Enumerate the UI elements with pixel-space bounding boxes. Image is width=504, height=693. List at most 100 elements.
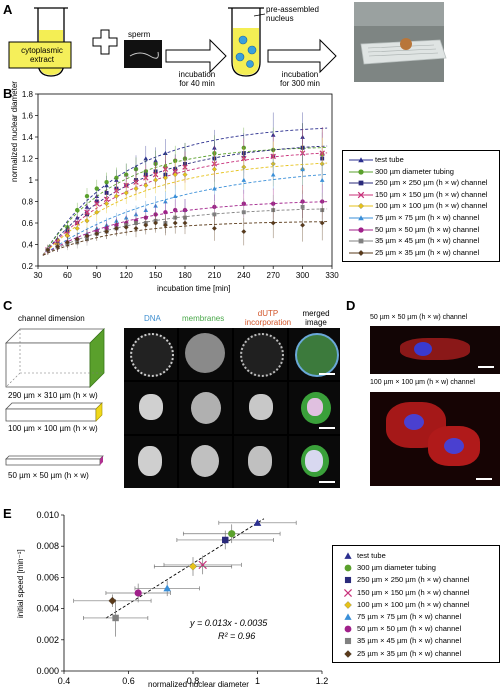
- legend-label: 300 µm diameter tubing: [375, 166, 454, 176]
- legend-marker: [357, 249, 365, 256]
- x-tick-label: 120: [120, 271, 134, 280]
- legend-marker: [358, 180, 364, 186]
- x-tick-label: 330: [325, 271, 339, 280]
- y-tick-label: 0.8: [22, 198, 34, 207]
- data-point: [55, 244, 61, 250]
- row1-dimension-label: 290 µm × 310 µm (h × w): [8, 391, 98, 400]
- data-point: [104, 229, 110, 235]
- x-tick-label: 60: [63, 271, 72, 280]
- data-point: [94, 209, 100, 215]
- point-group-8: [73, 594, 152, 608]
- regression-line: [105, 518, 265, 619]
- point-group-5: [134, 580, 200, 597]
- x-tick-label: 30: [34, 271, 43, 280]
- fit-curve: [42, 173, 328, 256]
- data-point: [133, 225, 139, 231]
- data-point: [94, 231, 100, 237]
- y-tick-label: 0.004: [36, 604, 59, 614]
- y-tick-label: 1.8: [22, 90, 34, 99]
- channel-medium-icon: [5, 402, 103, 422]
- x-tick-label: 240: [237, 271, 251, 280]
- legend-marker: [357, 203, 365, 210]
- panel-label-e: E: [3, 506, 12, 521]
- y-tick-label: 0.6: [22, 219, 34, 228]
- sperm-label: sperm: [128, 30, 151, 39]
- data-point: [319, 220, 325, 226]
- data-point: [153, 220, 159, 226]
- data-point: [143, 222, 149, 228]
- legend-marker: [358, 168, 364, 175]
- data-point: [241, 177, 247, 182]
- x-tick-label: 210: [208, 271, 222, 280]
- panel-e-equation: y = 0.013x - 0.0035: [190, 618, 268, 628]
- device-photo: [354, 2, 447, 82]
- x-tick-label: 150: [149, 271, 163, 280]
- micrograph-merged-small: [289, 436, 340, 488]
- data-point: [123, 224, 129, 230]
- data-point: [182, 172, 188, 178]
- micrograph-dna-large: [124, 328, 177, 380]
- data-point: [172, 172, 178, 178]
- channel-small-icon: [5, 455, 104, 466]
- x-tick-label: 180: [178, 271, 192, 280]
- x-tick-label: 1.2: [316, 676, 329, 686]
- data-point: [112, 614, 119, 622]
- arrow-incubation-1: [165, 38, 227, 74]
- panel-label-d: D: [346, 298, 356, 313]
- data-point: [163, 584, 171, 592]
- data-point: [188, 562, 198, 571]
- row2-dimension-label: 100 µm × 100 µm (h × w): [8, 424, 98, 433]
- legend-marker: [344, 625, 352, 633]
- data-point: [114, 175, 119, 181]
- incubation-40-label: incubation for 40 min: [178, 70, 216, 88]
- data-point: [270, 172, 276, 177]
- data-point: [74, 236, 80, 242]
- col-merged-label: merged image: [302, 309, 330, 327]
- arrow-incubation-2: [267, 38, 337, 74]
- data-point: [211, 225, 217, 231]
- data-point: [143, 156, 149, 161]
- legend-marker: [344, 600, 352, 609]
- legend-marker: [358, 238, 364, 244]
- x-tick-label: 0.4: [58, 676, 71, 686]
- x-tick-label: 270: [267, 271, 281, 280]
- scale-bar: [319, 373, 335, 375]
- data-point: [163, 210, 168, 215]
- data-point: [300, 166, 305, 172]
- micrograph-membranes-large: [179, 328, 232, 380]
- legend-label: 100 µm × 100 µm (h × w) channel: [375, 201, 488, 211]
- panel-e-xlabel: normalized nuclear diameter: [148, 680, 249, 689]
- y-tick-label: 0.006: [36, 572, 59, 582]
- data-point: [94, 186, 99, 191]
- legend-marker: [344, 564, 352, 572]
- point-group-3: [163, 555, 242, 575]
- data-point: [172, 220, 178, 226]
- scale-bar: [476, 478, 492, 480]
- panel-label-b: B: [3, 86, 13, 101]
- micrograph-membranes-medium: [179, 382, 232, 434]
- panel-b-legend: test tube 300 µm diameter tubing 250 µm × …: [342, 150, 500, 262]
- data-point: [134, 589, 142, 597]
- point-group-4: [153, 557, 233, 576]
- micrograph-dna-small: [124, 436, 177, 488]
- panel-b-chart: 30 60 90 120 150 180 210 240 270 300 330 0.2 0.4 0.6 0…: [22, 90, 339, 280]
- legend-label: 25 µm × 35 µm (h × w) channel: [375, 247, 480, 257]
- micrograph-merged-large: [289, 328, 340, 380]
- y-tick-label: 1.6: [22, 112, 34, 121]
- panel-a-schematic: [8, 2, 447, 82]
- panel-label-a: A: [3, 2, 13, 17]
- legend-label: 100 µm × 100 µm (h × w) channel: [357, 599, 470, 609]
- data-point: [270, 220, 276, 226]
- legend-marker: [344, 638, 352, 645]
- x-tick-label: 1: [255, 676, 260, 686]
- legend-label: 250 µm × 250 µm (h × w) channel: [357, 575, 470, 585]
- preassembled-nucleus-label: pre-assembled nucleus: [266, 5, 319, 23]
- y-tick-label: 1: [29, 176, 34, 185]
- fit-curve: [42, 208, 328, 256]
- extract-label-box: [8, 41, 72, 69]
- x-tick-label: 300: [296, 271, 310, 280]
- data-point: [212, 186, 217, 191]
- data-point: [123, 190, 129, 196]
- legend-label: 25 µm × 35 µm (h × w) channel: [357, 648, 462, 658]
- sperm-image: [124, 40, 162, 68]
